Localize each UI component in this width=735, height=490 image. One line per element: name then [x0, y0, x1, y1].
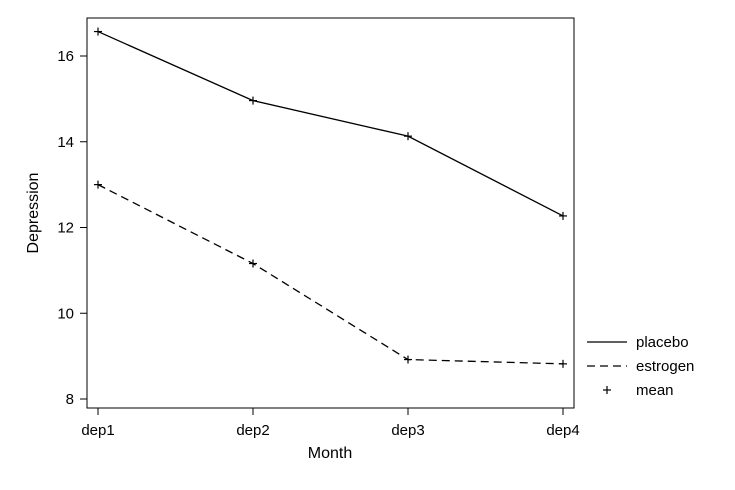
- plot-frame: [86, 17, 575, 409]
- x-tick-label-dep1: dep1: [81, 422, 114, 439]
- series-line-estrogen: [97, 184, 564, 365]
- mean-marker-estrogen-dep1: [94, 180, 102, 189]
- x-axis-title: Month: [308, 445, 352, 462]
- x-tick-label-dep3: dep3: [391, 422, 424, 439]
- y-axis-title: Depression: [25, 173, 42, 254]
- legend-label-estrogen: estrogen: [636, 358, 694, 375]
- mean-marker-estrogen-dep3: [404, 355, 412, 364]
- legend-label-mean: mean: [636, 382, 674, 399]
- y-tick-label-10: 10: [57, 305, 74, 322]
- x-tick-label-dep4: dep4: [546, 422, 579, 439]
- legend: placebo estrogen mean: [587, 334, 694, 399]
- mean-marker-estrogen-dep2: [249, 259, 257, 268]
- y-tick-label-8: 8: [66, 391, 74, 408]
- y-axis: 8 10 12 14 16: [57, 48, 87, 408]
- mean-marker-estrogen-dep4: [559, 359, 567, 368]
- y-tick-label-14: 14: [57, 134, 74, 151]
- mean-marker-placebo-dep1: [94, 27, 102, 36]
- mean-marker-placebo-dep2: [249, 96, 257, 105]
- x-tick-label-dep2: dep2: [236, 422, 269, 439]
- y-tick-label-16: 16: [57, 48, 74, 65]
- mean-marker-placebo-dep3: [404, 132, 412, 141]
- y-tick-label-12: 12: [57, 220, 74, 237]
- series-line-placebo: [97, 30, 564, 217]
- legend-swatch-mean: [603, 386, 611, 394]
- mean-marker-placebo-dep4: [559, 211, 567, 220]
- x-axis: dep1 dep2 dep3 dep4: [81, 408, 580, 439]
- legend-label-placebo: placebo: [636, 334, 689, 351]
- series-layer: [94, 27, 567, 368]
